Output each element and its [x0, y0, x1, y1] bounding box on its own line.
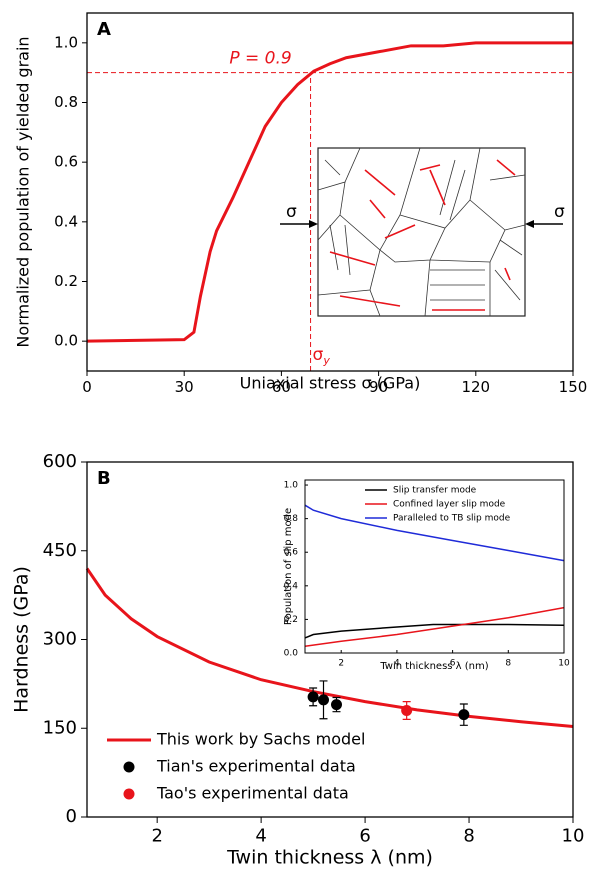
legend-label: Tao's experimental data: [156, 784, 349, 803]
plot-frame: [86, 12, 574, 372]
line: [304, 623, 565, 639]
x-axis-label: Twin thickness λ (nm): [379, 661, 488, 672]
data-point: [307, 691, 319, 703]
y-tick-label: 0.4: [284, 581, 299, 591]
y-tick-label: 600: [43, 451, 77, 472]
legend-swatch: [123, 761, 135, 773]
line: [304, 606, 565, 648]
yield-symbol: σ: [313, 345, 324, 365]
grain-sketch: σ σ: [280, 147, 565, 317]
legend-label: Tian's experimental data: [156, 757, 356, 776]
y-tick-label: 450: [43, 540, 77, 561]
plot-frame: [304, 479, 565, 654]
reference-label: P = 0.9: [229, 49, 291, 69]
y-axis-label: Population of slip mode: [283, 508, 294, 625]
x-tick-label: 90: [369, 378, 388, 396]
x-tick-label: 6: [359, 826, 370, 847]
x-tick-label: 4: [394, 658, 400, 668]
y-tick-label: 0: [66, 806, 77, 827]
y-tick-label: 0.2: [284, 615, 298, 625]
y-tick-label: 0.0: [284, 649, 299, 659]
x-tick-label: 6: [450, 658, 456, 668]
x-tick-label: 30: [175, 378, 194, 396]
panel-label: A: [97, 19, 111, 40]
legend-label: Slip transfer mode: [393, 486, 477, 496]
load-label: σ: [554, 202, 565, 222]
x-tick-label: 8: [463, 826, 474, 847]
y-tick-label: 0.6: [54, 153, 78, 171]
line: [304, 504, 565, 562]
x-tick-label: 4: [255, 826, 266, 847]
x-tick-label: 2: [338, 658, 344, 668]
plot-frame: [86, 461, 574, 818]
x-tick-label: 120: [461, 378, 490, 396]
x-tick-label: 0: [82, 378, 92, 396]
y-tick-label: 1.0: [284, 481, 299, 491]
y-axis-label: Hardness (GPa): [11, 566, 33, 713]
legend-label: Paralleled to TB slip mode: [393, 514, 511, 524]
data-point: [330, 699, 342, 711]
data-point: [401, 705, 413, 716]
legend-label: Confined layer slip mode: [393, 500, 506, 510]
legend-label: This work by Sachs model: [156, 730, 365, 749]
y-tick-label: 300: [43, 629, 77, 650]
x-axis-label: Twin thickness λ (nm): [226, 847, 433, 869]
load-label: σ: [286, 202, 297, 222]
y-tick-label: 0.8: [284, 514, 299, 524]
yield-subscript: y: [322, 354, 330, 367]
data-point: [318, 694, 330, 706]
line: [85, 567, 574, 728]
y-tick-label: 0.6: [284, 548, 299, 558]
y-axis-label: Normalized population of yielded grain: [14, 36, 33, 347]
yield-label: σy: [313, 345, 331, 367]
x-tick-label: 10: [558, 658, 570, 668]
legend-swatch: [123, 788, 135, 800]
y-tick-label: 150: [43, 717, 77, 738]
line: [86, 41, 573, 343]
x-tick-label: 10: [562, 826, 585, 847]
panel-label: B: [97, 468, 111, 489]
x-axis-label: Uniaxial stress σ (GPa): [240, 374, 421, 393]
y-tick-label: 0.8: [54, 93, 78, 111]
y-tick-label: 1.0: [54, 33, 78, 51]
x-tick-label: 8: [505, 658, 511, 668]
y-tick-label: 0.0: [54, 332, 78, 350]
y-tick-label: 0.4: [54, 212, 78, 230]
x-tick-label: 150: [559, 378, 588, 396]
data-point: [458, 709, 470, 721]
x-tick-label: 2: [151, 826, 162, 847]
x-tick-label: 60: [272, 378, 291, 396]
y-tick-label: 0.2: [54, 272, 78, 290]
